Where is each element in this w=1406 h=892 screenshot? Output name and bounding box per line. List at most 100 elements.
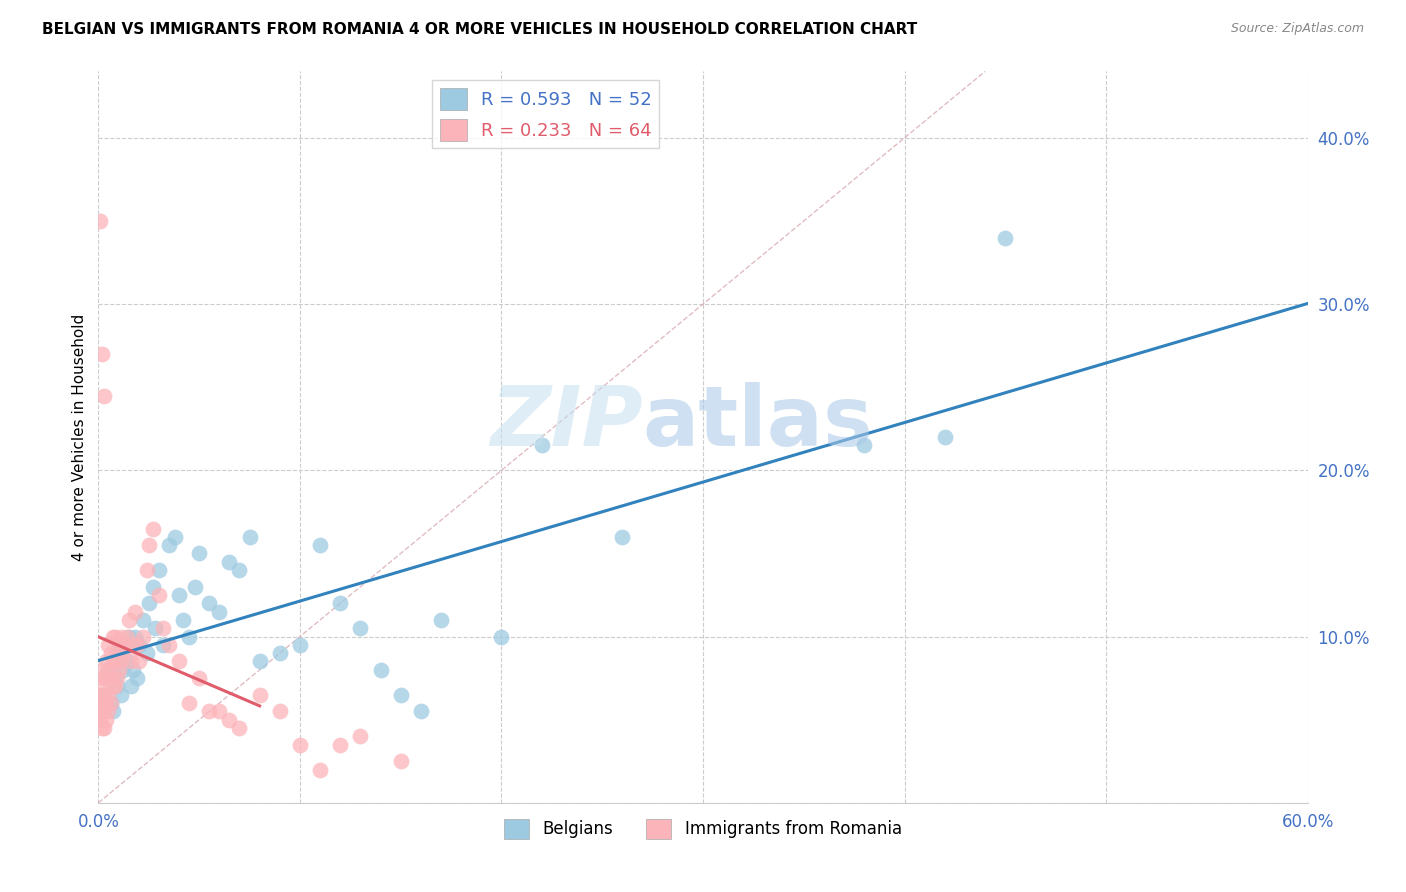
Point [124, 605, 146, 619]
Point [103, 671, 125, 685]
Point [103, 680, 125, 694]
Point [93, 721, 115, 735]
Point [188, 546, 211, 560]
Point [96, 671, 118, 685]
Point [100, 646, 122, 660]
Point [103, 630, 125, 644]
Point [163, 530, 186, 544]
Point [179, 696, 201, 710]
Point [934, 430, 956, 444]
Point [114, 638, 136, 652]
Point [179, 630, 201, 644]
Point [115, 630, 138, 644]
Point [100, 671, 122, 685]
Point [309, 538, 332, 552]
Point [114, 638, 136, 652]
Point [91, 680, 114, 694]
Point [148, 588, 170, 602]
Point [105, 671, 128, 685]
Point [107, 663, 129, 677]
Point [142, 580, 165, 594]
Point [612, 530, 634, 544]
Point [91, 347, 114, 361]
Point [120, 680, 142, 694]
Text: ZIP: ZIP [489, 382, 643, 463]
Point [118, 613, 141, 627]
Point [157, 538, 180, 552]
Point [110, 655, 132, 669]
Y-axis label: 4 or more Vehicles in Household: 4 or more Vehicles in Household [72, 313, 87, 561]
Point [143, 621, 166, 635]
Point [107, 646, 129, 660]
Point [389, 754, 412, 768]
Point [97, 688, 120, 702]
Point [115, 655, 138, 669]
Point [101, 705, 124, 719]
Point [228, 563, 250, 577]
Point [288, 738, 311, 752]
Point [218, 555, 240, 569]
Point [309, 763, 332, 777]
Point [89, 713, 111, 727]
Point [93, 688, 115, 702]
Point [91, 721, 114, 735]
Point [111, 646, 134, 660]
Point [135, 646, 157, 660]
Point [110, 630, 132, 644]
Point [100, 696, 122, 710]
Point [228, 721, 250, 735]
Point [121, 663, 143, 677]
Point [96, 696, 118, 710]
Point [152, 638, 174, 652]
Point [329, 596, 352, 610]
Point [120, 655, 142, 669]
Legend: Belgians, Immigrants from Romania: Belgians, Immigrants from Romania [498, 812, 908, 846]
Point [110, 688, 132, 702]
Point [93, 705, 115, 719]
Point [188, 671, 211, 685]
Point [269, 646, 291, 660]
Point [100, 696, 122, 710]
Point [430, 613, 453, 627]
Point [128, 638, 150, 652]
Point [105, 646, 128, 660]
Point [208, 605, 231, 619]
Point [135, 563, 157, 577]
Point [93, 388, 115, 402]
Point [138, 538, 160, 552]
Point [89, 688, 111, 702]
Point [118, 630, 141, 644]
Point [198, 596, 221, 610]
Point [370, 663, 392, 677]
Point [138, 596, 160, 610]
Point [184, 580, 207, 594]
Point [101, 655, 124, 669]
Point [93, 671, 115, 685]
Point [97, 663, 120, 677]
Point [269, 705, 291, 719]
Point [157, 638, 180, 652]
Point [349, 729, 371, 743]
Point [96, 713, 118, 727]
Point [132, 613, 155, 627]
Point [121, 638, 143, 652]
Point [148, 563, 170, 577]
Point [329, 738, 352, 752]
Point [249, 655, 271, 669]
Point [530, 438, 553, 452]
Text: BELGIAN VS IMMIGRANTS FROM ROMANIA 4 OR MORE VEHICLES IN HOUSEHOLD CORRELATION C: BELGIAN VS IMMIGRANTS FROM ROMANIA 4 OR … [42, 22, 918, 37]
Point [91, 696, 114, 710]
Point [172, 613, 194, 627]
Point [96, 655, 118, 669]
Point [198, 705, 221, 719]
Point [152, 621, 174, 635]
Point [103, 655, 125, 669]
Point [167, 655, 190, 669]
Point [97, 663, 120, 677]
Point [97, 638, 120, 652]
Point [97, 705, 120, 719]
Point [89, 214, 111, 228]
Point [218, 713, 240, 727]
Point [491, 630, 513, 644]
Point [124, 630, 146, 644]
